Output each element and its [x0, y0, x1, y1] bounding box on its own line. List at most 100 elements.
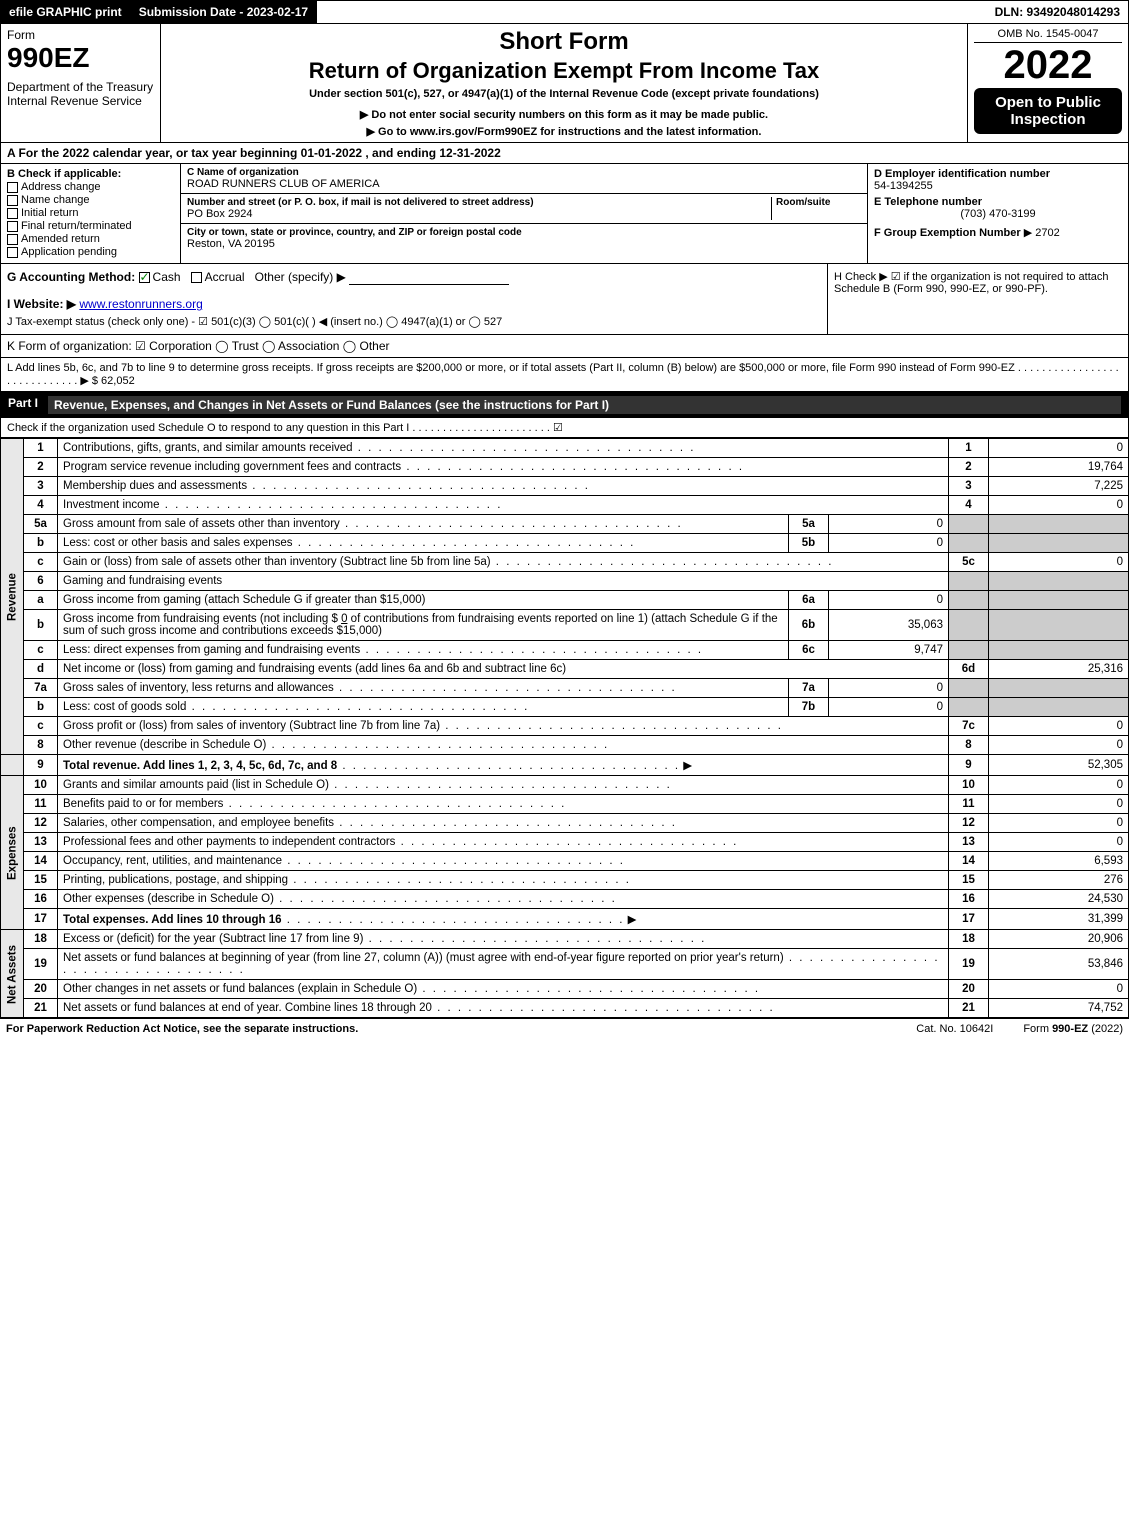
top-bar: efile GRAPHIC print Submission Date - 20…: [0, 0, 1129, 24]
section-g: G Accounting Method: Cash Accrual Other …: [1, 264, 828, 334]
cb-application-pending[interactable]: Application pending: [7, 246, 174, 258]
lines-table: Revenue 1 Contributions, gifts, grants, …: [0, 438, 1129, 1018]
ln17-no: 17: [949, 909, 989, 930]
ln6c-sub: 6c: [789, 641, 829, 660]
footer-mid: Cat. No. 10642I: [886, 1023, 1023, 1035]
ln15-desc: Printing, publications, postage, and shi…: [58, 871, 949, 890]
page-footer: For Paperwork Reduction Act Notice, see …: [0, 1018, 1129, 1039]
col-b: B Check if applicable: Address change Na…: [1, 164, 181, 263]
ln5a-sub: 5a: [789, 515, 829, 534]
ln19-no: 19: [949, 949, 989, 980]
cb-accrual[interactable]: [191, 272, 202, 283]
ln7c-amt: 0: [989, 717, 1129, 736]
ln6a-amt: [989, 591, 1129, 610]
org-city: Reston, VA 20195: [187, 238, 861, 250]
section-h: H Check ▶ ☑ if the organization is not r…: [828, 264, 1128, 334]
ln7a-desc: Gross sales of inventory, less returns a…: [58, 679, 789, 698]
ln10-num: 10: [24, 776, 58, 795]
ln5b-num: b: [24, 534, 58, 553]
i-label: I Website: ▶: [7, 297, 76, 311]
ln7a-no: [949, 679, 989, 698]
tax-year: 2022: [974, 43, 1122, 88]
sidelabel-expenses: Expenses: [1, 776, 24, 930]
ln5c-desc: Gain or (loss) from sale of assets other…: [58, 553, 949, 572]
ln4-amt: 0: [989, 496, 1129, 515]
ln12-num: 12: [24, 814, 58, 833]
row-bcd: B Check if applicable: Address change Na…: [0, 164, 1129, 264]
ln3-amt: 7,225: [989, 477, 1129, 496]
ln21-amt: 74,752: [989, 999, 1129, 1018]
cb-final-return[interactable]: Final return/terminated: [7, 220, 174, 232]
ln8-num: 8: [24, 736, 58, 755]
ln7b-subamt: 0: [829, 698, 949, 717]
ln5c-num: c: [24, 553, 58, 572]
website-link[interactable]: www.restonrunners.org: [79, 297, 202, 311]
footer-right: Form Form 990-EZ (2022)990-EZ (2022): [1023, 1023, 1123, 1035]
col-c: C Name of organization ROAD RUNNERS CLUB…: [181, 164, 868, 263]
section-a: A For the 2022 calendar year, or tax yea…: [0, 143, 1129, 164]
ln7b-desc: Less: cost of goods sold: [58, 698, 789, 717]
ln18-num: 18: [24, 930, 58, 949]
ln11-amt: 0: [989, 795, 1129, 814]
ln7a-amt: [989, 679, 1129, 698]
cb-cash[interactable]: [139, 272, 150, 283]
ln12-desc: Salaries, other compensation, and employ…: [58, 814, 949, 833]
ln6c-no: [949, 641, 989, 660]
ln6d-amt: 25,316: [989, 660, 1129, 679]
ln5b-amt: [989, 534, 1129, 553]
ln10-desc: Grants and similar amounts paid (list in…: [58, 776, 949, 795]
section-k: K Form of organization: ☑ Corporation ◯ …: [0, 335, 1129, 358]
ln6a-desc: Gross income from gaming (attach Schedul…: [58, 591, 789, 610]
ln17-num: 17: [24, 909, 58, 930]
ln16-amt: 24,530: [989, 890, 1129, 909]
ln6c-subamt: 9,747: [829, 641, 949, 660]
ln19-amt: 53,846: [989, 949, 1129, 980]
c-name-label: C Name of organization: [187, 167, 861, 178]
omb: OMB No. 1545-0047: [974, 28, 1122, 43]
ln5a-no: [949, 515, 989, 534]
efile-button[interactable]: efile GRAPHIC print: [1, 1, 131, 23]
ln11-no: 11: [949, 795, 989, 814]
part1-check-note: Check if the organization used Schedule …: [0, 418, 1129, 438]
ln6c-amt: [989, 641, 1129, 660]
ln15-num: 15: [24, 871, 58, 890]
ln2-amt: 19,764: [989, 458, 1129, 477]
ln2-no: 2: [949, 458, 989, 477]
part1-header: Part I Revenue, Expenses, and Changes in…: [0, 392, 1129, 418]
ln10-no: 10: [949, 776, 989, 795]
ln6b-subamt: 35,063: [829, 610, 949, 641]
header-right: OMB No. 1545-0047 2022 Open to Public In…: [968, 24, 1128, 142]
ln5b-sub: 5b: [789, 534, 829, 553]
submission-date: Submission Date - 2023-02-17: [131, 1, 317, 23]
ln6c-desc: Less: direct expenses from gaming and fu…: [58, 641, 789, 660]
note-goto: ▶ Go to www.irs.gov/Form990EZ for instru…: [167, 125, 961, 138]
g-accrual: Accrual: [205, 270, 245, 284]
ln5b-subamt: 0: [829, 534, 949, 553]
ln6b-sub: 6b: [789, 610, 829, 641]
section-l: L Add lines 5b, 6c, and 7b to line 9 to …: [0, 358, 1129, 392]
d-ein-label: D Employer identification number: [874, 168, 1122, 180]
ln21-no: 21: [949, 999, 989, 1018]
ln6d-no: 6d: [949, 660, 989, 679]
col-d: D Employer identification number 54-1394…: [868, 164, 1128, 263]
form-number: 990EZ: [7, 42, 154, 74]
ln6d-desc: Net income or (loss) from gaming and fun…: [58, 660, 949, 679]
ln6-amt: [989, 572, 1129, 591]
ln6a-subamt: 0: [829, 591, 949, 610]
ln6a-no: [949, 591, 989, 610]
dept-treasury: Department of the Treasury: [7, 80, 154, 94]
cb-name-change[interactable]: Name change: [7, 194, 174, 206]
ln18-desc: Excess or (deficit) for the year (Subtra…: [58, 930, 949, 949]
title-short-form: Short Form: [167, 28, 961, 56]
footer-left: For Paperwork Reduction Act Notice, see …: [6, 1023, 886, 1035]
cb-amended-return[interactable]: Amended return: [7, 233, 174, 245]
cb-address-change[interactable]: Address change: [7, 181, 174, 193]
ln4-num: 4: [24, 496, 58, 515]
part1-label: Part I: [8, 396, 48, 414]
ln14-desc: Occupancy, rent, utilities, and maintena…: [58, 852, 949, 871]
e-phone-label: E Telephone number: [874, 196, 1122, 208]
ln14-num: 14: [24, 852, 58, 871]
ln6-desc: Gaming and fundraising events: [58, 572, 949, 591]
cb-initial-return[interactable]: Initial return: [7, 207, 174, 219]
header-left: Form 990EZ Department of the Treasury In…: [1, 24, 161, 142]
